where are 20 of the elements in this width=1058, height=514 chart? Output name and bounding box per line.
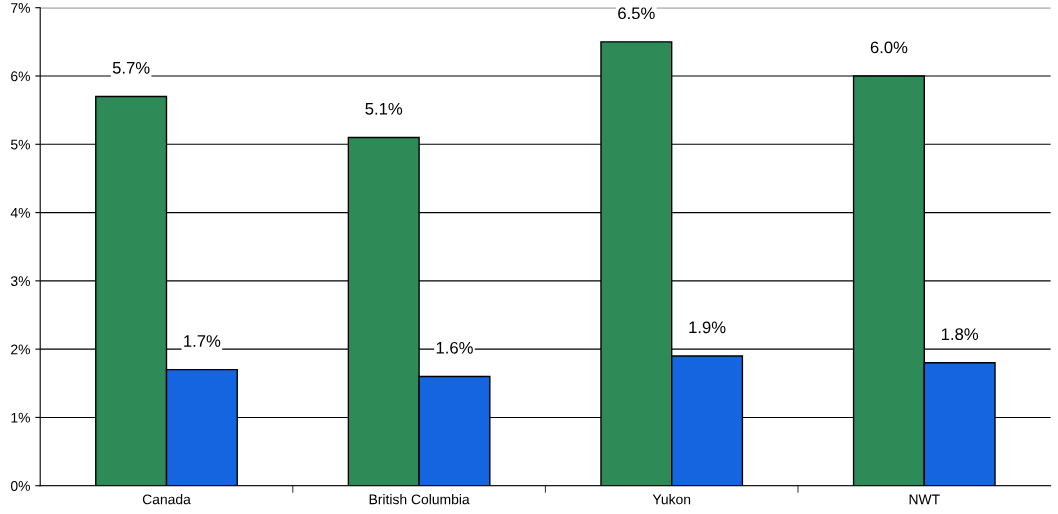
x-tick-label: Canada — [142, 494, 191, 505]
data-label: 6.0% — [870, 41, 908, 54]
y-tick-label: 5% — [10, 139, 30, 150]
data-label: 1.7% — [184, 335, 221, 347]
y-tick-label: 4% — [10, 207, 30, 218]
x-tick-label: British Columbia — [369, 494, 470, 505]
data-label: 1.8% — [941, 328, 979, 341]
data-label: 6.5% — [618, 7, 655, 20]
data-label: 1.6% — [436, 341, 473, 354]
y-tick-label: 2% — [11, 344, 30, 355]
y-tick-label: 1% — [11, 412, 30, 423]
data-label: 5.7% — [112, 62, 150, 74]
y-tick-label: 3% — [10, 276, 30, 287]
data-label: 5.1% — [365, 102, 403, 115]
x-tick-label: Yukon — [652, 494, 691, 505]
y-tick-label: 7% — [11, 3, 30, 13]
data-label: 1.9% — [689, 321, 726, 334]
x-tick-label: NWT — [909, 494, 940, 505]
y-tick-label: 0% — [10, 481, 30, 491]
y-tick-label: 6% — [11, 71, 30, 82]
